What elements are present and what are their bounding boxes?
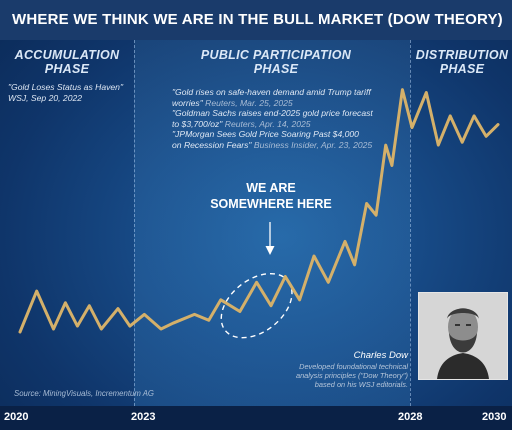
- phase-label-line: PHASE: [439, 62, 485, 76]
- portrait-image: [419, 293, 507, 379]
- phase-label-line: PHASE: [253, 62, 299, 76]
- accumulation-phase-label: ACCUMULATION PHASE: [8, 48, 126, 76]
- title-bar: WHERE WE THINK WE ARE IN THE BULL MARKET…: [0, 0, 512, 40]
- callout-line: WE ARE: [246, 181, 296, 195]
- quote-line: "JPMorgan Sees Gold Price Soaring Past $…: [172, 129, 359, 139]
- quote-line: "Gold rises on safe-haven demand amid Tr…: [172, 87, 371, 97]
- charles-dow-description: Developed foundational technical analysi…: [278, 362, 408, 389]
- quote-line: "Goldman Sachs raises end-2025 gold pric…: [172, 108, 373, 118]
- public-quotes: "Gold rises on safe-haven demand amid Tr…: [172, 87, 373, 150]
- accumulation-quote: "Gold Loses Status as Haven" WSJ, Sep 20…: [8, 82, 123, 103]
- phase-label-line: PHASE: [44, 62, 90, 76]
- x-tick-label: 2028: [398, 411, 423, 423]
- down-arrow-icon: [265, 222, 275, 255]
- x-tick-label: 2023: [131, 411, 156, 423]
- charles-dow-name: Charles Dow: [353, 350, 408, 361]
- phase-label-line: ACCUMULATION: [14, 48, 120, 62]
- x-tick-label: 2020: [4, 411, 29, 423]
- description-line: Developed foundational technical: [299, 362, 408, 371]
- quote-line: WSJ, Sep 20, 2022: [8, 92, 83, 103]
- quote-line: to $3,700/oz" Reuters, Apr. 14, 2025: [172, 118, 311, 129]
- quote-line: "Gold Loses Status as Haven": [8, 82, 124, 92]
- phase-divider-2028: [410, 40, 411, 406]
- phase-label-line: DISTRIBUTION: [415, 48, 509, 62]
- charles-dow-portrait: [418, 292, 508, 380]
- description-line: analysis principles ("Dow Theory"): [295, 371, 408, 380]
- distribution-phase-label: DISTRIBUTION PHASE: [412, 48, 512, 76]
- public-participation-phase-label: PUBLIC PARTICIPATION PHASE: [196, 48, 356, 76]
- quote-line: on Recession Fears" Business Insider, Ap…: [172, 139, 373, 150]
- phase-label-line: PUBLIC PARTICIPATION: [200, 48, 352, 62]
- we-are-here-callout: WE ARE SOMEWHERE HERE: [196, 180, 346, 212]
- quote-line: worries" Reuters, Mar. 25, 2025: [172, 97, 293, 108]
- current-position-ellipse: [220, 272, 293, 339]
- phase-divider-2023: [134, 40, 135, 406]
- description-line: based on his WSJ editorials.: [314, 380, 408, 389]
- source-note: Source: MiningVisuals, Incrementum AG: [14, 389, 154, 398]
- x-axis: 2020 2023 2028 2030: [0, 406, 512, 430]
- chart-title: WHERE WE THINK WE ARE IN THE BULL MARKET…: [12, 11, 503, 28]
- callout-line: SOMEWHERE HERE: [210, 197, 332, 211]
- gold-price-line: [18, 88, 500, 334]
- x-tick-label: 2030: [482, 411, 507, 423]
